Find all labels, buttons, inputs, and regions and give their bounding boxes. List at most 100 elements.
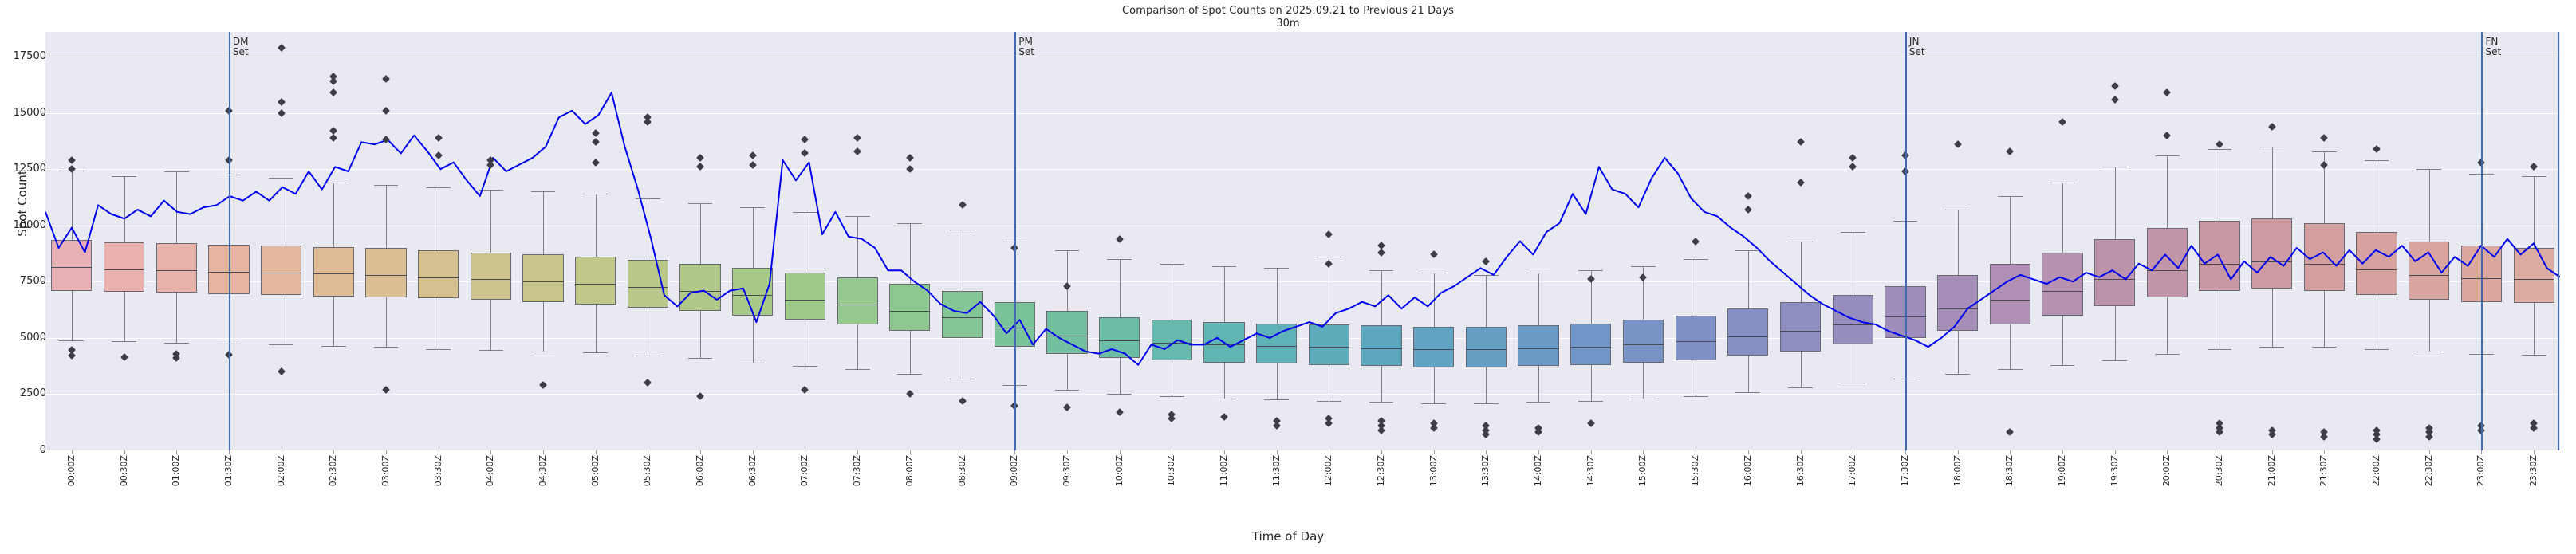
box-median [1570,347,1612,348]
y-tick-label: 0 [0,444,46,456]
x-tick-mark [1119,450,1121,454]
box-median [1098,340,1140,341]
whisker-cap [1369,402,1394,403]
x-tick-label: 11:30Z [1270,455,1282,487]
whisker-cap [163,342,189,344]
box [837,277,878,324]
box [156,243,197,293]
whisker-cap [1735,391,1761,393]
x-tick-mark [1486,450,1487,454]
box-median [1256,345,1298,347]
box [1727,308,1769,356]
x-tick-label: 11:00Z [1218,455,1229,487]
grid-line [45,394,2560,395]
x-tick-label: 20:00Z [2161,455,2172,487]
box-median [1989,299,2030,301]
x-tick-label: 15:00Z [1637,455,1648,487]
x-tick-label: 09:30Z [1061,455,1072,487]
box [103,242,145,292]
whisker-cap [2102,360,2128,362]
box [313,246,354,297]
box [1570,323,1612,365]
box-median [2199,263,2240,265]
x-tick-label: 08:00Z [904,455,915,487]
y-tick-mark [41,450,45,451]
x-tick-label: 12:30Z [1376,455,1387,487]
x-tick-label: 23:00Z [2476,455,2487,487]
box-median [1779,331,1822,332]
box [470,252,511,300]
whisker-cap [1788,387,1813,388]
x-tick-mark [2114,450,2116,454]
x-tick-mark [1223,450,1225,454]
whisker-cap [793,211,817,213]
event-marker-label: DM Set [232,36,249,57]
x-tick-mark [1904,450,1906,454]
y-tick-label: 7500 [19,275,46,288]
whisker-cap [897,374,923,375]
x-tick-label: 23:30Z [2528,455,2539,487]
x-axis-label: Time of Day [1251,529,1325,544]
x-tick-label: 01:00Z [171,455,182,487]
x-tick-label: 05:00Z [589,455,601,487]
box-median [2251,261,2293,262]
x-tick-label: 19:30Z [2109,455,2120,487]
x-tick-label: 17:30Z [1899,455,1910,487]
x-tick-label: 06:30Z [746,455,758,487]
whisker-cap [897,222,923,224]
box-median [2409,274,2450,276]
x-tick-label: 00:30Z [118,455,129,487]
x-tick-label: 09:00Z [1009,455,1020,487]
whisker-cap [2364,159,2389,161]
box [1675,315,1716,361]
y-tick-label: 2500 [19,387,46,400]
whisker-cap [1683,259,1708,261]
x-tick-mark [1381,450,1383,454]
box [1361,325,1402,367]
x-tick-label: 13:30Z [1480,455,1491,487]
x-tick-mark [1433,450,1435,454]
whisker-cap [1578,400,1604,402]
whisker-cap [1997,369,2023,371]
whisker-cap [2154,353,2180,355]
whisker-cap [426,187,451,188]
whisker-cap [1054,249,1080,251]
x-tick-mark [2010,450,2011,454]
grid-line [45,112,2560,114]
box-median [418,277,459,278]
whisker-cap [2521,175,2546,177]
y-tick-mark [41,337,45,339]
box [2199,221,2240,291]
box-median [1727,336,1769,338]
x-tick-mark [857,450,859,454]
x-tick-label: 20:30Z [2214,455,2225,487]
box-median [1832,324,1873,325]
y-tick-mark [41,394,45,395]
box-median [365,274,407,276]
whisker-cap [740,207,766,209]
box-median [522,281,564,283]
x-tick-mark [2062,450,2063,454]
box [1465,326,1507,367]
x-tick-mark [2324,450,2326,454]
box-median [2042,290,2083,292]
y-tick-label: 15000 [13,106,46,119]
whisker-cap [1945,374,1970,375]
box-median [103,269,145,270]
chart-title: Comparison of Spot Counts on 2025.09.21 … [1122,5,1454,17]
box [784,273,826,320]
whisker-cap [530,191,556,193]
x-tick-label: 16:30Z [1794,455,1806,487]
whisker-cap [112,341,136,343]
whisker-cap [636,198,660,199]
x-tick-label: 04:30Z [538,455,549,487]
whisker-cap [1264,399,1290,401]
x-tick-label: 15:30Z [1690,455,1701,487]
whisker-cap [583,352,609,354]
whisker-cap [1526,402,1551,403]
whisker-cap [478,189,503,191]
x-tick-label: 22:00Z [2371,455,2382,487]
box [2513,247,2554,304]
box-median [470,279,511,281]
